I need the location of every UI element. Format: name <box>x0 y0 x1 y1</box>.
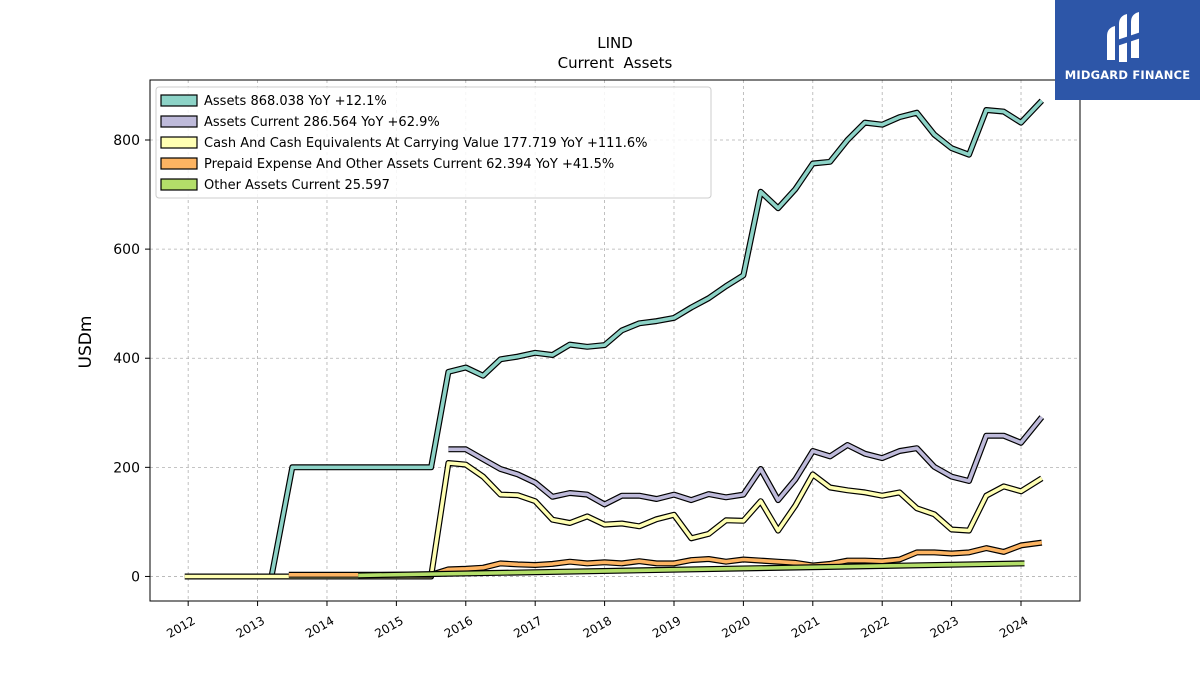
x-tick-label: 2019 <box>650 613 683 640</box>
x-tick-label: 2014 <box>303 613 336 640</box>
legend-label: Assets Current 286.564 YoY +62.9% <box>204 115 440 130</box>
x-tick-label: 2015 <box>372 613 405 640</box>
y-axis-label: USDm <box>76 316 96 369</box>
legend-swatch <box>160 94 198 107</box>
legend-swatch <box>160 157 198 170</box>
y-tick-label: 800 <box>113 133 140 149</box>
x-tick-label: 2023 <box>928 613 961 640</box>
x-tick-label: 2020 <box>719 613 752 640</box>
legend-label: Cash And Cash Equivalents At Carrying Va… <box>204 136 647 151</box>
x-tick-label: 2024 <box>997 613 1030 640</box>
legend-swatch <box>160 136 198 149</box>
x-tick-label: 2016 <box>442 613 475 640</box>
legend-swatch <box>160 115 198 128</box>
legend-label: Other Assets Current 25.597 <box>204 178 390 193</box>
x-tick-label: 2017 <box>511 613 544 640</box>
legend-swatch <box>160 178 198 191</box>
brand-mark-icon <box>1107 12 1141 62</box>
y-tick-label: 0 <box>131 569 140 585</box>
series-line-outline <box>184 460 1044 580</box>
series-line <box>184 461 1043 579</box>
series-line <box>269 99 1044 577</box>
y-tick-label: 200 <box>113 460 140 476</box>
y-tick-label: 400 <box>113 351 140 367</box>
chart-title: LIND <box>597 34 633 52</box>
x-tick-label: 2018 <box>581 613 614 640</box>
legend-box <box>155 86 712 199</box>
x-tick-label: 2022 <box>858 613 891 640</box>
x-tick-label: 2013 <box>234 613 267 640</box>
plot-frame <box>149 79 1081 602</box>
x-tick-label: 2012 <box>164 613 197 640</box>
chart-subtitle: Current Assets <box>558 54 673 72</box>
legend[interactable]: Assets 868.038 YoY +12.1% Assets Current … <box>155 86 712 199</box>
brand-name: MIDGARD FINANCE <box>1064 68 1191 82</box>
series-line <box>448 415 1044 507</box>
y-tick-label: 600 <box>113 242 140 258</box>
brand-logo: MIDGARD FINANCE <box>1055 0 1200 100</box>
series-layer <box>184 98 1045 580</box>
series-line <box>288 540 1043 577</box>
series-line <box>358 561 1025 578</box>
legend-label: Assets 868.038 YoY +12.1% <box>204 94 387 109</box>
legend-label: Prepaid Expense And Other Assets Current… <box>204 157 614 172</box>
x-tick-label: 2021 <box>789 613 822 640</box>
